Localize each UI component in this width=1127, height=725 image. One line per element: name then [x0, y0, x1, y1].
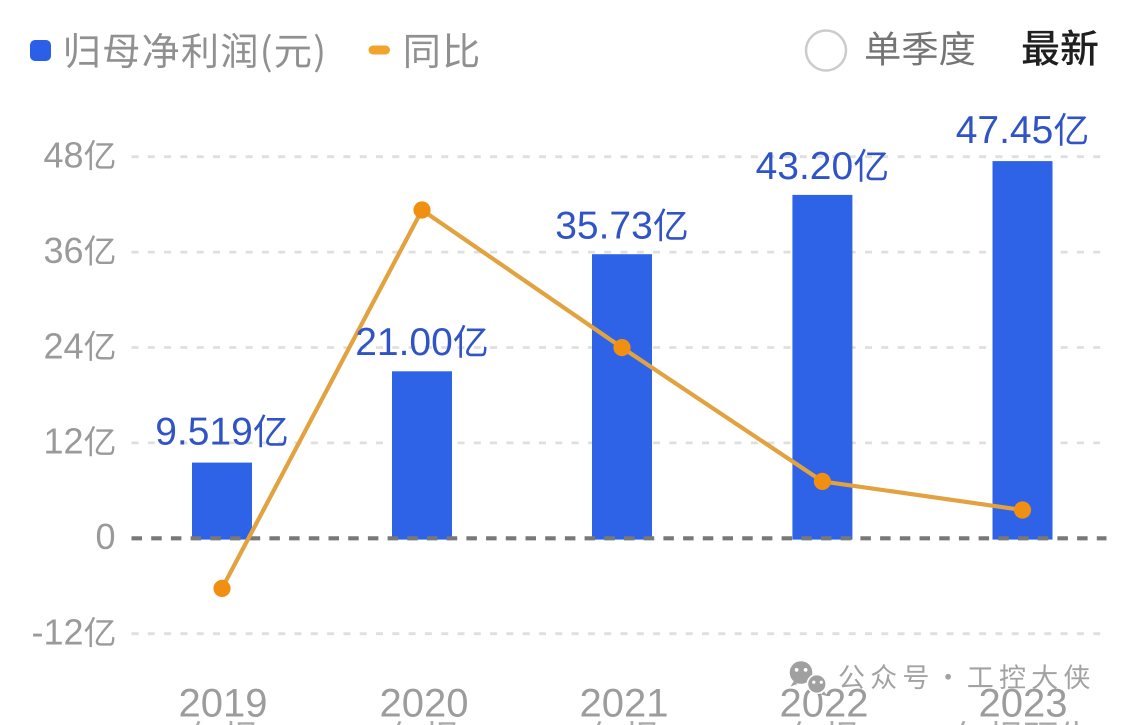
svg-text:9.519: 9.519 — [155, 411, 253, 454]
svg-text:2019: 2019 — [179, 682, 268, 725]
svg-text:36: 36 — [44, 230, 84, 271]
svg-text:21.00: 21.00 — [355, 321, 453, 364]
svg-text:-12: -12 — [32, 612, 84, 653]
svg-text:2023: 2023 — [979, 682, 1068, 725]
svg-text:12: 12 — [44, 421, 84, 462]
svg-text:43.20: 43.20 — [756, 145, 854, 188]
svg-text:47.45: 47.45 — [956, 109, 1054, 152]
svg-text:0: 0 — [95, 516, 115, 557]
svg-text:2021: 2021 — [580, 682, 669, 725]
svg-text:2020: 2020 — [380, 682, 469, 725]
svg-text:48: 48 — [44, 135, 84, 176]
svg-text:24: 24 — [44, 325, 84, 366]
svg-text:35.73: 35.73 — [555, 205, 653, 248]
